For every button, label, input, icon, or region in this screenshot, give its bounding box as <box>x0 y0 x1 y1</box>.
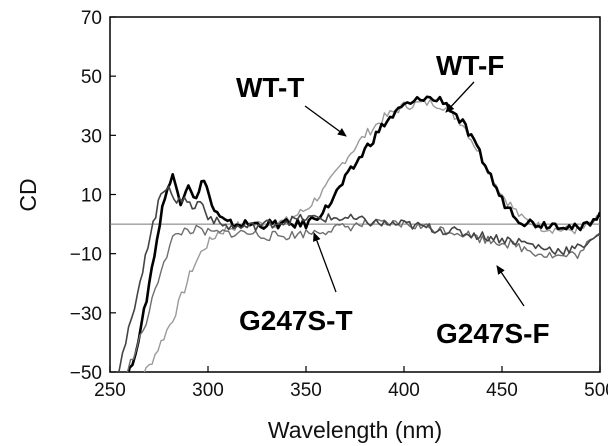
series-line-g247s-f <box>117 185 600 372</box>
x-tick-label: 350 <box>290 380 322 401</box>
x-tick-label: 300 <box>192 380 224 401</box>
annotation-layer: WT-T WT-F G247S-T G247S-F <box>236 50 550 349</box>
x-axis-title: Wavelength (nm) <box>268 417 442 443</box>
y-axis: −50 −30 −10 10 30 50 70 <box>70 8 116 384</box>
series-line-wt-t <box>143 98 600 372</box>
y-tick-label: −30 <box>70 304 102 325</box>
x-tick-label: 500 <box>584 380 608 401</box>
series-line-wt-f <box>127 95 600 372</box>
y-tick-label: 10 <box>81 186 102 207</box>
series-label-wt-f: WT-F <box>436 50 504 81</box>
series-label-g247s-t: G247S-T <box>239 305 353 336</box>
x-tick-label: 250 <box>94 380 126 401</box>
series-layer <box>117 95 600 372</box>
series-line-g247s-t <box>126 218 600 372</box>
series-label-g247s-f: G247S-F <box>436 318 550 349</box>
annotation-arrow-wt-t <box>304 105 347 137</box>
y-axis-title: CD <box>15 178 41 211</box>
y-tick-label: 70 <box>81 8 102 29</box>
annotation-arrow-wt-f <box>445 81 475 113</box>
annotation-arrow-g247s-t <box>313 232 337 293</box>
series-label-wt-t: WT-T <box>236 72 304 103</box>
annotation-arrow-g247s-f <box>496 265 525 307</box>
x-tick-label: 450 <box>486 380 518 401</box>
y-tick-label: 30 <box>81 126 102 147</box>
x-axis: 250 300 350 400 450 500 <box>94 366 608 401</box>
y-tick-label: −10 <box>70 245 102 266</box>
y-tick-label: 50 <box>81 67 102 88</box>
y-tick-label: −50 <box>70 363 102 384</box>
x-tick-label: 400 <box>388 380 420 401</box>
